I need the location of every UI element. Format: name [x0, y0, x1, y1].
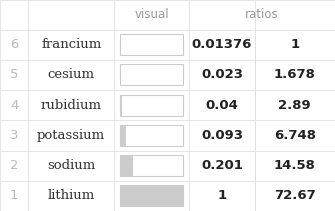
- Bar: [120, 155, 183, 176]
- Bar: [120, 125, 183, 146]
- Bar: [120, 185, 183, 206]
- Text: 0.023: 0.023: [201, 68, 243, 81]
- Bar: [120, 95, 183, 116]
- Text: 2.89: 2.89: [278, 99, 311, 112]
- Text: rubidium: rubidium: [41, 99, 102, 112]
- Text: francium: francium: [41, 38, 101, 51]
- Bar: [120, 34, 121, 55]
- Text: 6: 6: [10, 38, 18, 51]
- Text: 0.093: 0.093: [201, 129, 243, 142]
- Text: 4: 4: [10, 99, 18, 112]
- Text: 1: 1: [10, 189, 18, 202]
- Text: potassium: potassium: [37, 129, 105, 142]
- Text: 72.67: 72.67: [274, 189, 316, 202]
- Bar: [120, 64, 121, 85]
- Text: 2: 2: [10, 159, 18, 172]
- Bar: [120, 64, 183, 85]
- Text: lithium: lithium: [48, 189, 95, 202]
- Text: 0.201: 0.201: [201, 159, 243, 172]
- Bar: [120, 125, 126, 146]
- Text: 1.678: 1.678: [274, 68, 316, 81]
- Bar: [120, 95, 123, 116]
- Bar: [120, 34, 183, 55]
- Text: 0.01376: 0.01376: [192, 38, 252, 51]
- Text: 3: 3: [10, 129, 18, 142]
- Text: 14.58: 14.58: [274, 159, 316, 172]
- Text: ratios: ratios: [245, 8, 279, 21]
- Text: 0.04: 0.04: [205, 99, 239, 112]
- Text: 1: 1: [217, 189, 226, 202]
- Text: sodium: sodium: [47, 159, 95, 172]
- Text: visual: visual: [134, 8, 169, 21]
- Bar: [120, 185, 183, 206]
- Text: cesium: cesium: [48, 68, 95, 81]
- Text: 1: 1: [290, 38, 299, 51]
- Bar: [120, 155, 133, 176]
- Text: 6.748: 6.748: [274, 129, 316, 142]
- Text: 5: 5: [10, 68, 18, 81]
